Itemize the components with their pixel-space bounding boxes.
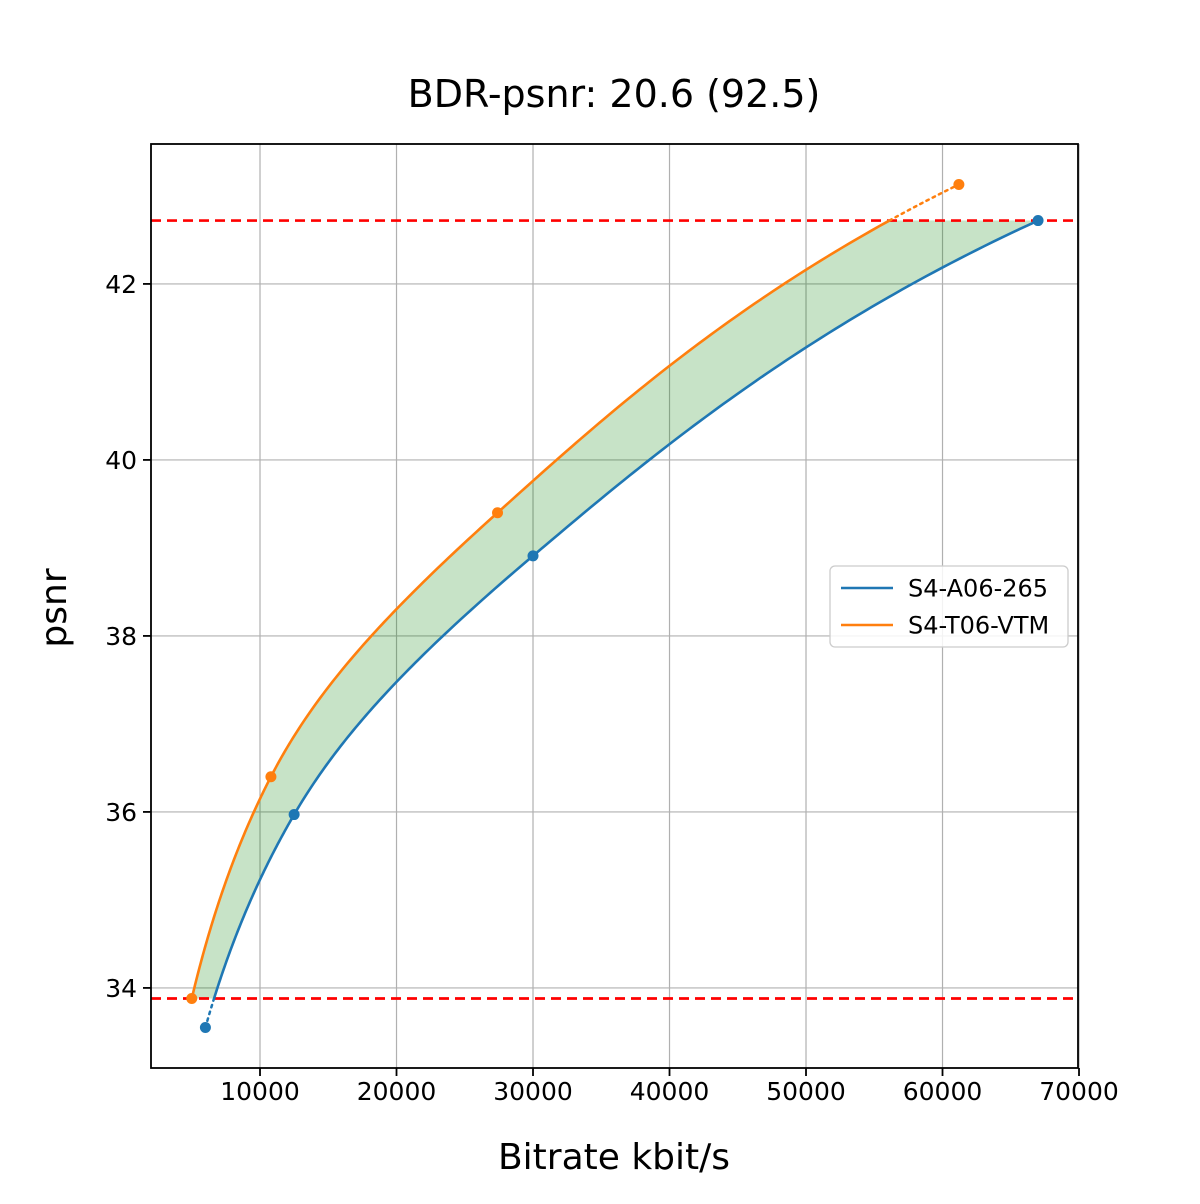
data-point-s4-t06-vtm <box>492 507 504 519</box>
x-tick-label: 20000 <box>357 1077 437 1106</box>
data-point-s4-t06-vtm <box>953 178 965 190</box>
legend-label-s4-a06-265: S4-A06-265 <box>908 575 1048 603</box>
tick-labels: 10000 20000 30000 40000 50000 60000 70000 34 36 3… <box>105 270 1119 1106</box>
legend: S4-A06-265 S4-T06-VTM <box>829 565 1069 648</box>
x-tick-label: 60000 <box>903 1077 983 1106</box>
rd-curve-dotted-s4-t06-vtm <box>888 183 961 222</box>
data-point-s4-t06-vtm <box>186 992 198 1004</box>
data-point-s4-a06-265 <box>199 1022 211 1034</box>
y-tick-label: 42 <box>105 270 137 299</box>
legend-label-s4-t06-vtm: S4-T06-VTM <box>908 612 1049 640</box>
x-tick-label: 50000 <box>766 1077 846 1106</box>
axes-frame-and-ticks <box>143 143 1080 1076</box>
data-point-s4-a06-265 <box>527 550 539 562</box>
overlap-bound-lines <box>151 219 1078 1000</box>
x-tick-label: 30000 <box>493 1077 573 1106</box>
y-tick-label: 34 <box>105 974 137 1003</box>
rd-curves <box>190 183 1039 1029</box>
rd-curve-s4-t06-vtm <box>190 219 891 999</box>
data-point-s4-t06-vtm <box>265 771 277 783</box>
data-point-s4-a06-265 <box>1032 215 1044 227</box>
y-tick-label: 38 <box>105 622 137 651</box>
axes-frame <box>150 143 1079 1069</box>
x-axis-label: Bitrate kbit/s <box>498 1137 730 1178</box>
rd-curve-dotted-s4-a06-265 <box>204 997 216 1029</box>
y-tick-label: 36 <box>105 798 137 827</box>
x-tick-label: 40000 <box>630 1077 710 1106</box>
data-point-markers <box>186 178 1044 1034</box>
data-point-s4-a06-265 <box>288 809 300 821</box>
rd-curve-s4-a06-265 <box>212 219 1039 1000</box>
y-tick-label: 40 <box>105 446 137 475</box>
x-tick-label: 70000 <box>1039 1077 1119 1106</box>
x-tick-label: 10000 <box>220 1077 300 1106</box>
chart-title: BDR-psnr: 20.6 (92.5) <box>408 72 821 116</box>
y-axis-label: psnr <box>34 568 75 647</box>
legend-box <box>829 565 1069 648</box>
